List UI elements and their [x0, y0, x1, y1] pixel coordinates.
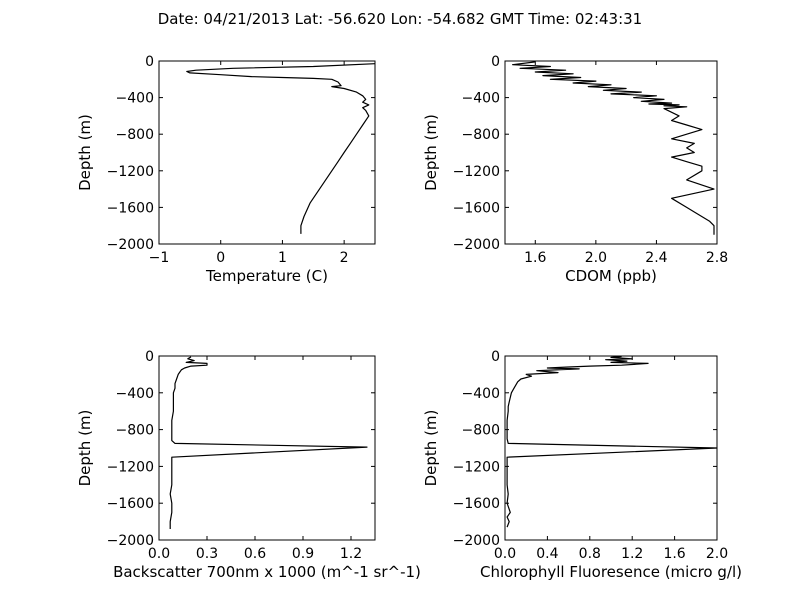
subplot-1: −1 0 1 2 0 −400 −800 −1200 −1600 −2000 Temperature…	[76, 54, 376, 285]
y-tick-label: 0	[491, 349, 500, 365]
plot-frame	[158, 60, 376, 245]
plot-frame	[504, 355, 718, 541]
x-tick-label: 2.0	[585, 250, 607, 266]
x-tick-label: 1.2	[621, 546, 643, 562]
y-tick-label: −400	[116, 386, 154, 402]
x-tick-label: 0.3	[196, 546, 218, 562]
x-tick-label: 1	[278, 250, 287, 266]
y-tick-label: −800	[462, 423, 500, 439]
y-tick-label: −1600	[453, 200, 500, 216]
y-tick-label: 0	[145, 54, 154, 70]
x-tick-label: 2.0	[706, 546, 728, 562]
series-line	[506, 355, 718, 528]
subplot-4: 0.0 0.4 0.8 1.2 1.6 2.0 0 −400 −800 −1200 −1600 −20…	[422, 349, 742, 581]
series-line	[169, 356, 368, 529]
x-tick-label: 0.0	[148, 546, 170, 562]
figure-title: Date: 04/21/2013 Lat: -56.620 Lon: -54.6…	[158, 10, 642, 28]
subplot-3: 0.0 0.3 0.6 0.9 1.2 0 −400 −800 −1200 −1600 −2000 B…	[76, 349, 421, 581]
panels: −1 0 1 2 0 −400 −800 −1200 −1600 −2000 Temperature…	[76, 54, 742, 581]
y-tick-label: −1600	[453, 496, 500, 512]
y-tick-label: 0	[145, 349, 154, 365]
y-axis-label: Depth (m)	[422, 114, 440, 191]
x-tick-label: 2.8	[706, 250, 728, 266]
x-tick-label: 1.6	[524, 250, 546, 266]
plot-frame	[504, 60, 718, 245]
series-line	[511, 61, 715, 235]
y-tick-label: −800	[462, 127, 500, 143]
y-axis-label: Depth (m)	[422, 410, 440, 487]
y-tick-label: −400	[462, 91, 500, 107]
y-tick-label: −400	[116, 91, 154, 107]
y-tick-label: −1600	[107, 496, 154, 512]
y-tick-label: −1200	[453, 164, 500, 180]
x-tick-label: 2	[340, 250, 349, 266]
plot-frame	[158, 355, 376, 541]
x-tick-label: 0.6	[244, 546, 266, 562]
x-axis-label: Backscatter 700nm x 1000 (m^-1 sr^-1)	[113, 563, 421, 581]
x-tick-label: 2.4	[645, 250, 667, 266]
y-tick-label: −2000	[453, 237, 500, 253]
x-tick-label: 0	[216, 250, 225, 266]
x-axis-label: Temperature (C)	[205, 267, 328, 285]
series-line	[186, 63, 376, 234]
y-tick-label: −1200	[453, 459, 500, 475]
x-tick-label: 0.8	[579, 546, 601, 562]
x-tick-label: 0.9	[292, 546, 314, 562]
x-tick-label: 1.2	[340, 546, 362, 562]
subplot-2: 1.6 2.0 2.4 2.8 0 −400 −800 −1200 −1600 −2000 CDOM…	[422, 54, 728, 285]
x-tick-label: 0.4	[536, 546, 558, 562]
y-tick-label: −400	[462, 386, 500, 402]
x-axis-label: Chlorophyll Fluoresence (micro g/l)	[480, 563, 742, 581]
y-tick-label: −800	[116, 127, 154, 143]
x-axis-label: CDOM (ppb)	[565, 267, 657, 285]
y-tick-label: −2000	[107, 533, 154, 549]
y-axis-label: Depth (m)	[76, 410, 94, 487]
y-tick-label: 0	[491, 54, 500, 70]
y-tick-label: −1200	[107, 459, 154, 475]
y-tick-label: −2000	[453, 533, 500, 549]
y-tick-label: −2000	[107, 237, 154, 253]
y-axis-label: Depth (m)	[76, 114, 94, 191]
x-tick-label: 1.6	[663, 546, 685, 562]
x-tick-label: −1	[149, 250, 170, 266]
y-tick-label: −800	[116, 423, 154, 439]
y-tick-label: −1200	[107, 164, 154, 180]
y-tick-label: −1600	[107, 200, 154, 216]
x-tick-label: 0.0	[494, 546, 516, 562]
